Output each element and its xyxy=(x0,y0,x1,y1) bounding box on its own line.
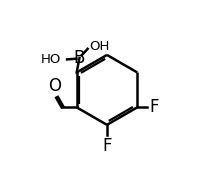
Text: B: B xyxy=(74,49,85,67)
Text: F: F xyxy=(102,137,112,155)
Text: O: O xyxy=(48,77,61,95)
Text: F: F xyxy=(149,98,159,116)
Text: HO: HO xyxy=(41,53,61,66)
Text: OH: OH xyxy=(89,40,109,53)
